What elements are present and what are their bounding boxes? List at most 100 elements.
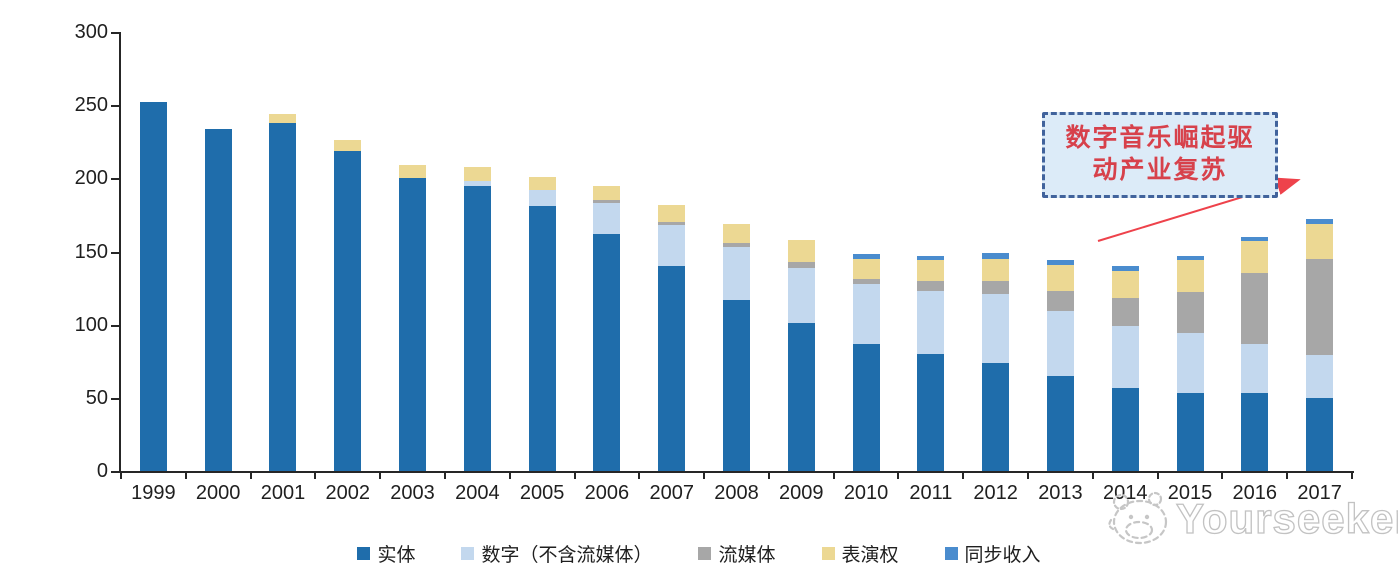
chart-legend: 实体 数字（不含流媒体） 流媒体 表演权 同步收入 <box>0 540 1398 567</box>
y-axis-label: 250 <box>74 94 108 117</box>
bar-segment-表演权 <box>1306 223 1334 259</box>
x-axis-tick <box>703 473 706 479</box>
bar-segment-数字（不含流媒体） <box>1176 333 1204 394</box>
bar-segment-同步收入 <box>1241 236 1269 242</box>
x-axis-label: 2012 <box>973 482 1018 504</box>
bar-segment-数字（不含流媒体） <box>723 247 750 300</box>
bar-segment-同步收入 <box>1306 219 1334 224</box>
bar-segment-实体 <box>723 299 750 471</box>
bar-segment-实体 <box>852 343 880 471</box>
legend-swatch-icon <box>698 547 712 560</box>
x-axis-tick <box>638 473 641 479</box>
bar-segment-数字（不含流媒体） <box>787 267 815 324</box>
x-axis-tick <box>573 473 576 479</box>
bar-segment-表演权 <box>787 239 815 262</box>
legend-label: 数字（不含流媒体） <box>481 545 653 566</box>
bar-segment-实体 <box>204 128 232 471</box>
bar-segment-实体 <box>1176 393 1204 471</box>
bar-segment-表演权 <box>399 165 427 179</box>
x-axis-tick <box>1091 473 1094 479</box>
y-axis-tick <box>111 32 119 34</box>
bar-segment-流媒体 <box>982 280 1010 294</box>
bar-segment-实体 <box>269 122 297 471</box>
y-axis-label: 0 <box>96 460 108 482</box>
bar-segment-流媒体 <box>593 200 621 204</box>
legend-swatch-icon <box>461 547 475 560</box>
y-axis-label: 300 <box>74 21 108 43</box>
x-axis-label: 1999 <box>131 482 176 504</box>
bar-segment-数字（不含流媒体） <box>1241 343 1269 394</box>
bar-segment-流媒体 <box>1306 258 1334 356</box>
bar-segment-实体 <box>139 102 167 471</box>
y-axis-tick <box>111 471 119 473</box>
bar-segment-表演权 <box>723 223 750 243</box>
x-axis-tick <box>379 473 382 479</box>
bar-segment-数字（不含流媒体） <box>658 225 686 267</box>
x-axis-label: 2007 <box>649 482 694 504</box>
y-axis-tick <box>111 251 119 254</box>
x-axis-label: 2010 <box>843 482 889 504</box>
bar-segment-数字（不含流媒体） <box>593 203 621 234</box>
bar-segment-流媒体 <box>1046 291 1074 312</box>
mascot-face-icon <box>1108 491 1168 545</box>
bar-segment-同步收入 <box>1176 255 1204 261</box>
bar-segment-实体 <box>463 185 491 471</box>
bar-segment-同步收入 <box>1046 260 1074 265</box>
bar-segment-流媒体 <box>917 280 945 291</box>
x-axis-tick <box>832 473 835 479</box>
x-axis-label: 2015 <box>1167 482 1213 504</box>
x-axis-tick <box>120 473 122 479</box>
x-axis-label: 2006 <box>584 482 630 504</box>
y-axis-tick <box>111 178 119 181</box>
x-axis-tick <box>249 473 252 479</box>
x-axis-tick <box>767 473 770 479</box>
x-axis-label: 2017 <box>1297 482 1342 504</box>
watermark: Yourseeker <box>1106 490 1398 548</box>
bar-segment-表演权 <box>1241 241 1269 274</box>
bar-segment-实体 <box>1111 387 1139 471</box>
legend-item: 数字（不含流媒体） <box>461 540 652 567</box>
bar-segment-实体 <box>334 150 362 471</box>
bar-segment-实体 <box>593 233 621 471</box>
bar-segment-同步收入 <box>1111 266 1139 271</box>
x-axis-label: 2000 <box>195 482 241 504</box>
x-axis-label: 2003 <box>390 482 435 504</box>
y-axis-label: 100 <box>74 313 108 336</box>
x-axis-tick <box>1156 473 1159 479</box>
x-axis-label: 2008 <box>714 482 759 504</box>
x-axis-tick <box>1286 473 1289 479</box>
legend-label: 流媒体 <box>718 545 776 566</box>
bar-segment-表演权 <box>528 176 556 191</box>
legend-item: 实体 <box>357 540 415 567</box>
legend-item: 流媒体 <box>698 540 776 567</box>
x-axis-tick <box>184 473 187 479</box>
x-axis-tick <box>443 473 446 479</box>
legend-label: 实体 <box>377 545 416 566</box>
bar-segment-数字（不含流媒体） <box>1306 355 1334 398</box>
bar-segment-数字（不含流媒体） <box>917 291 945 354</box>
bar-segment-数字（不含流媒体） <box>1046 311 1074 376</box>
bar-segment-表演权 <box>852 258 880 280</box>
legend-swatch-icon <box>821 547 835 560</box>
x-axis-tick <box>1221 473 1224 479</box>
bar-segment-实体 <box>982 362 1010 471</box>
bar-segment-表演权 <box>463 166 491 182</box>
y-axis-label: 150 <box>74 240 108 263</box>
y-axis-tick <box>111 397 119 400</box>
y-axis-tick <box>111 105 119 108</box>
bar-segment-实体 <box>658 266 686 471</box>
bar-segment-表演权 <box>269 113 297 123</box>
y-axis <box>119 32 121 473</box>
annotation-line-2: 动产业复苏 <box>1092 157 1228 184</box>
y-axis-label: 50 <box>85 386 108 409</box>
bar-segment-数字（不含流媒体） <box>463 181 491 186</box>
x-axis-tick <box>1027 473 1030 479</box>
bar-segment-表演权 <box>1046 264 1074 291</box>
bar-segment-实体 <box>1306 397 1334 471</box>
bar-segment-表演权 <box>1176 260 1204 293</box>
bar-segment-数字（不含流媒体） <box>852 283 880 344</box>
x-axis-label: 2002 <box>325 482 371 504</box>
legend-label: 表演权 <box>841 545 899 566</box>
